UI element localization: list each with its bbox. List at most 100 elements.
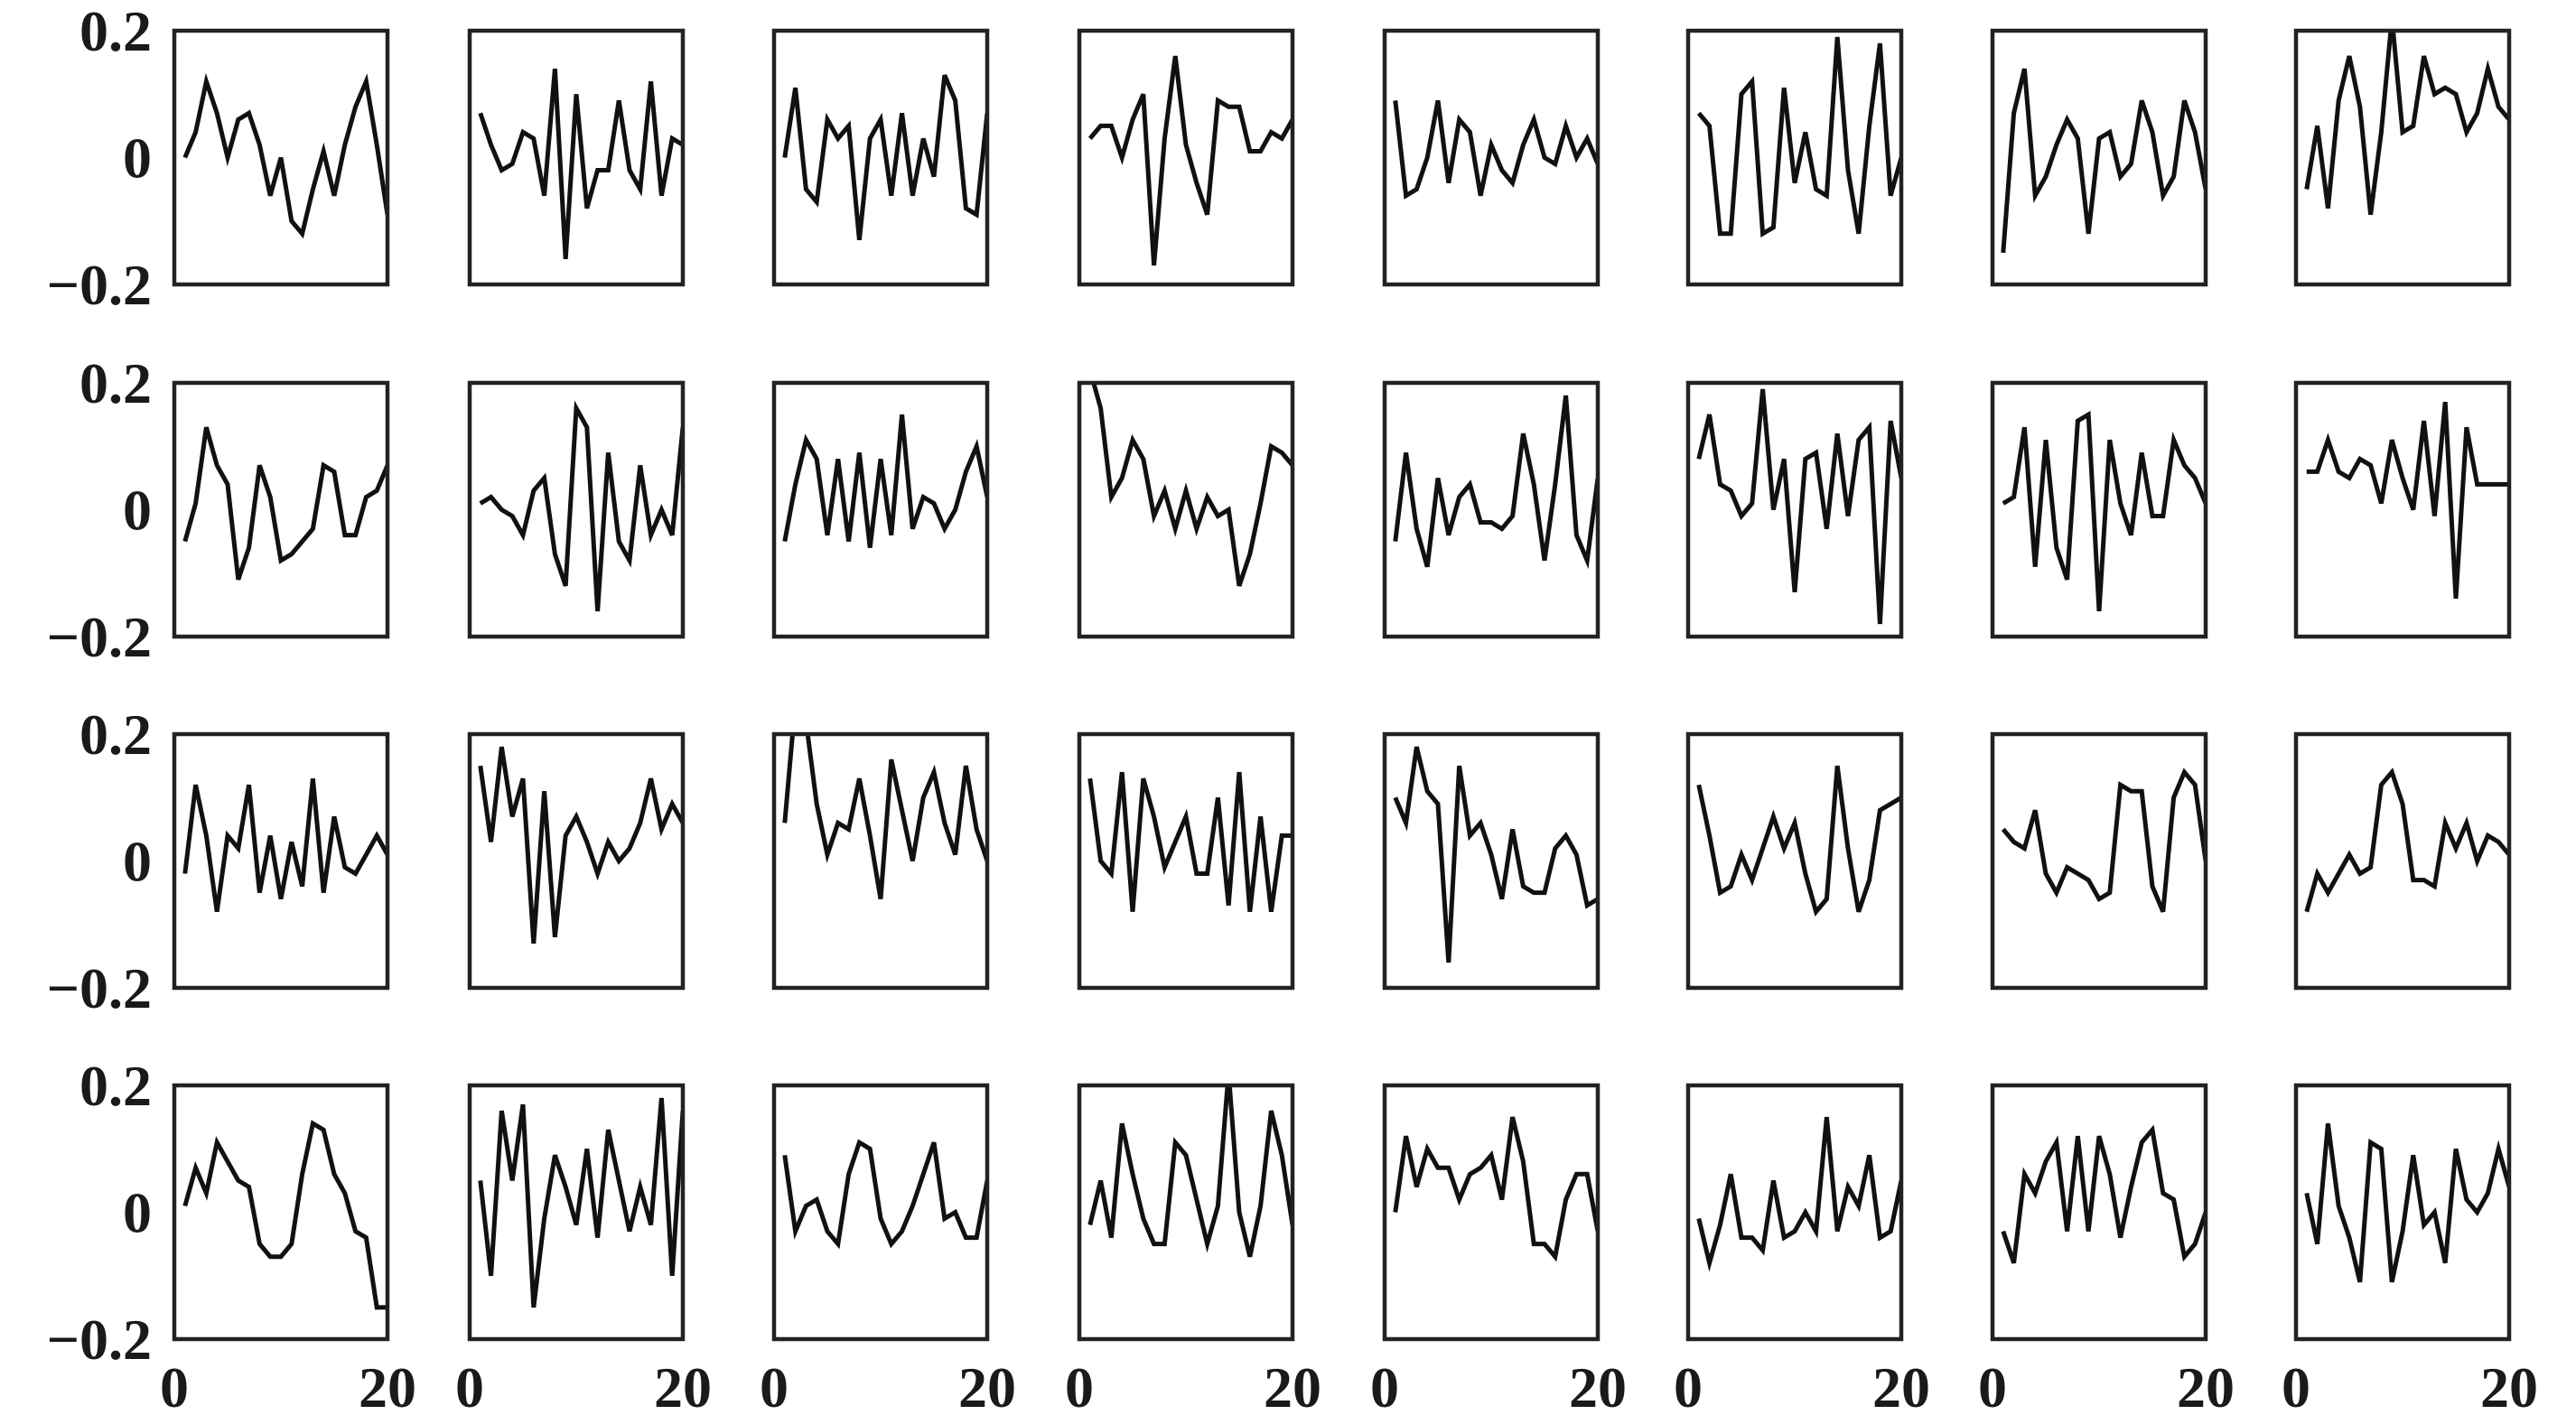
panel-r3-c6 — [1685, 731, 1904, 991]
panel-r3-c4 — [1077, 731, 1295, 991]
panel-frame — [1685, 28, 1904, 287]
panel-frame — [1382, 28, 1601, 287]
panel-r1-c5 — [1382, 28, 1601, 287]
panel-frame — [771, 28, 990, 287]
panel-frame — [771, 731, 990, 991]
y-tick-label: 0.2 — [79, 0, 152, 63]
series-line — [1087, 771, 1293, 913]
series-line — [1696, 1116, 1901, 1272]
panel-frame — [172, 731, 390, 991]
panel-r1-c2 — [467, 28, 686, 287]
y-tick-label: 0.2 — [79, 351, 152, 415]
panel-r4-c8: 0 20 — [2282, 1083, 2538, 1419]
x-tick-label: 0 — [1065, 1355, 1094, 1419]
panel-frame — [2293, 1083, 2512, 1342]
series-line — [1393, 99, 1598, 200]
series-line — [1087, 1084, 1293, 1258]
panel-r1-c6 — [1685, 28, 1904, 287]
panel-r2-c3 — [771, 380, 990, 639]
series-line — [1696, 388, 1901, 625]
panel-r4-c6: 0 20 — [1674, 1083, 1930, 1419]
panel-r2-c6 — [1685, 380, 1904, 639]
panel-frame — [1077, 1083, 1295, 1342]
series-line — [782, 1139, 987, 1250]
x-tick-label: 0 — [160, 1355, 189, 1419]
series-line — [182, 426, 387, 581]
x-tick-label: 0 — [1370, 1355, 1399, 1419]
y-tick-label: 0 — [123, 126, 152, 191]
series-line — [478, 1097, 683, 1308]
panel-r4-c2: 0 20 — [455, 1083, 712, 1419]
y-tick-label: 0.2 — [79, 1054, 152, 1118]
panel-frame — [1382, 380, 1601, 639]
x-tick-label: 0 — [760, 1355, 789, 1419]
series-line — [1393, 746, 1598, 963]
panel-r1-c8 — [2293, 28, 2512, 287]
series-line — [1090, 381, 1293, 587]
x-tick-label: 20 — [1872, 1355, 1930, 1419]
series-line — [2304, 29, 2509, 216]
y-tick-label: −0.2 — [47, 253, 152, 317]
panel-frame — [1077, 28, 1295, 287]
y-tick-label: 0.2 — [79, 703, 152, 767]
panel-frame — [1990, 28, 2208, 287]
panel-r3-c8 — [2293, 731, 2512, 991]
series-line — [2304, 768, 2509, 913]
x-tick-label: 20 — [654, 1355, 712, 1419]
panel-frame — [172, 380, 390, 639]
panel-r4-c4: 0 20 — [1065, 1083, 1321, 1419]
panel-r4-c3: 0 20 — [760, 1083, 1016, 1419]
series-line — [782, 414, 987, 548]
panel-frame — [2293, 380, 2512, 639]
series-line — [2306, 401, 2509, 600]
panel-frame — [1077, 380, 1295, 639]
panel-r1-c1: 0.2 0 −0.2 — [47, 0, 390, 317]
series-line — [479, 400, 683, 612]
panel-r1-c7 — [1990, 28, 2208, 287]
y-tick-label: 0 — [123, 830, 152, 894]
series-line — [2002, 410, 2206, 612]
series-line — [182, 777, 387, 913]
y-tick-label: −0.2 — [47, 605, 152, 669]
panel-frame — [1990, 731, 2208, 991]
panel-r3-c7 — [1990, 731, 2208, 991]
series-line — [2001, 768, 2206, 913]
panel-r2-c4 — [1077, 380, 1295, 639]
panel-frame — [1382, 731, 1601, 991]
x-tick-label: 0 — [455, 1355, 484, 1419]
x-tick-label: 20 — [1569, 1355, 1627, 1419]
y-tick-label: 0 — [123, 1181, 152, 1245]
panel-frame — [467, 28, 686, 287]
panel-r4-c1: 0.20−0.20 20 — [47, 1054, 416, 1419]
series-line — [2001, 68, 2206, 254]
panel-frame — [172, 1083, 390, 1342]
series-line — [1087, 55, 1293, 266]
series-line — [182, 72, 387, 239]
x-tick-label: 20 — [359, 1355, 416, 1419]
series-line — [1696, 765, 1901, 917]
panel-r2-c8 — [2293, 380, 2512, 639]
panel-r3-c5 — [1382, 731, 1601, 991]
x-tick-label: 20 — [1264, 1355, 1321, 1419]
panel-frame — [467, 1083, 686, 1342]
panel-r3-c2 — [467, 731, 686, 991]
panel-r4-c5: 0 20 — [1370, 1083, 1627, 1419]
series-line — [2304, 1122, 2509, 1283]
series-line — [1696, 36, 1901, 238]
series-line — [478, 746, 683, 944]
series-line — [782, 732, 987, 900]
panel-r4-c7: 0 20 — [1978, 1083, 2235, 1419]
series-line — [1393, 1116, 1598, 1262]
panel-r2-c7 — [1990, 380, 2208, 639]
panel-frame — [467, 380, 686, 639]
x-tick-label: 0 — [1978, 1355, 2007, 1419]
y-tick-label: −0.2 — [47, 956, 152, 1020]
panel-frame — [1077, 731, 1295, 991]
series-line — [2001, 1124, 2206, 1264]
panel-frame — [2293, 28, 2512, 287]
series-line — [1393, 395, 1598, 570]
panel-frame — [172, 28, 390, 287]
panel-frame — [2293, 731, 2512, 991]
x-tick-label: 20 — [2480, 1355, 2538, 1419]
